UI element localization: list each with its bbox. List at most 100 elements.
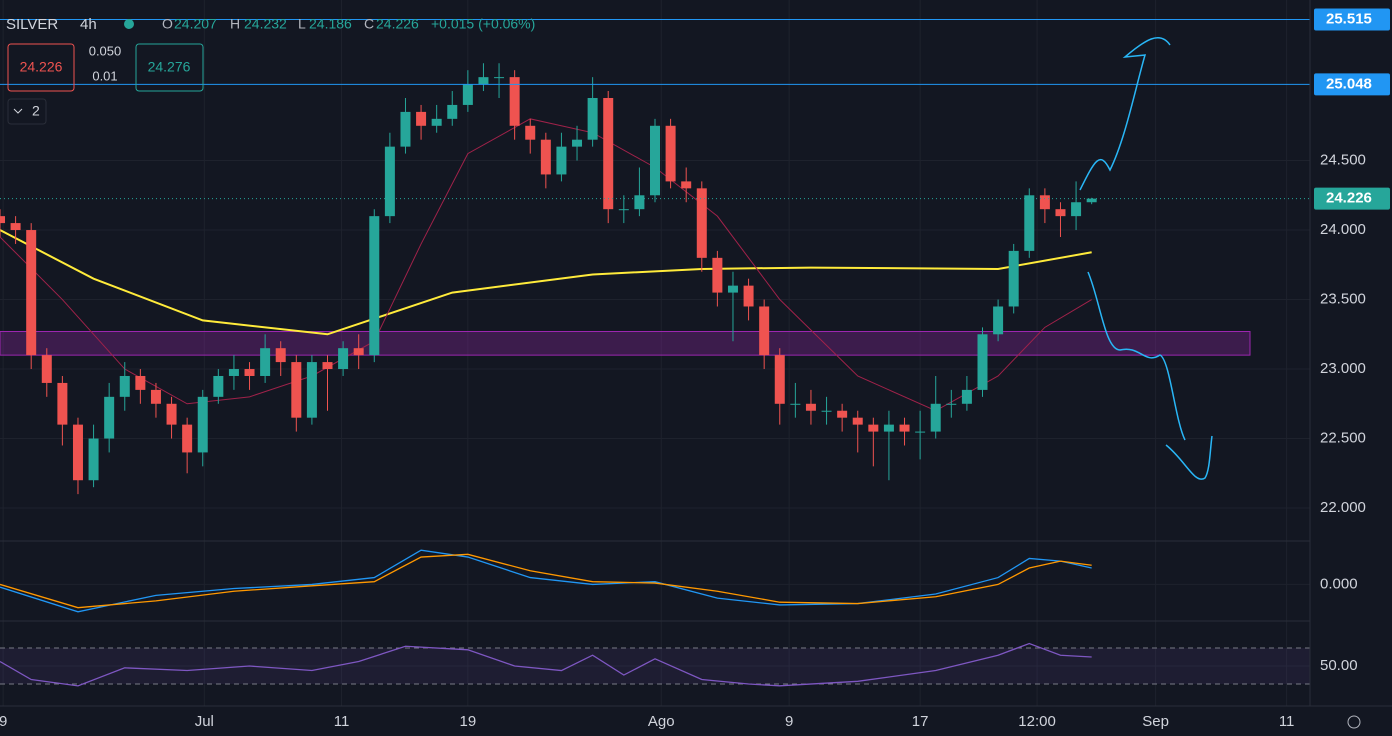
- candle-body: [712, 257, 723, 293]
- moving-average: [0, 229, 1092, 336]
- y-tick-label: 23.500: [1320, 291, 1366, 308]
- candle-body: [88, 438, 99, 481]
- candle-body: [977, 334, 988, 390]
- candle-body: [634, 195, 645, 210]
- sell-price[interactable]: 24.226: [20, 59, 63, 75]
- candle-body: [603, 97, 614, 210]
- candle-body: [790, 403, 801, 405]
- candle-body: [961, 389, 972, 404]
- candle-body: [556, 146, 567, 175]
- interval[interactable]: 4h: [80, 16, 97, 33]
- status-dot: [124, 19, 134, 29]
- candle-body: [915, 431, 926, 433]
- rsi-line: [0, 642, 1092, 687]
- x-tick-label: Jul: [195, 713, 214, 730]
- candle-body: [291, 362, 302, 418]
- h-label: H: [230, 16, 240, 32]
- candle-body: [618, 209, 629, 211]
- candle-body: [306, 362, 317, 418]
- candle-body: [431, 118, 442, 126]
- l-label: L: [298, 16, 306, 32]
- candle-body: [1055, 209, 1066, 217]
- price-tag: [1314, 187, 1390, 210]
- macd-line: [0, 549, 1092, 613]
- x-tick-label: 11: [334, 713, 350, 730]
- x-tick-label: 9: [0, 713, 7, 730]
- candle-body: [478, 77, 489, 85]
- last-price-label: 24.226: [1326, 190, 1372, 207]
- candle-body: [696, 188, 707, 258]
- candle-body: [899, 424, 910, 432]
- labels: 9 Jul 11 19 Ago 9 17 12:00 Sep 11 22.000 22.500 23.0…: [0, 8, 1390, 730]
- level-label: 25.048: [1326, 75, 1372, 92]
- drawing-up: [1079, 36, 1171, 191]
- candle-body: [946, 403, 957, 405]
- buy-button[interactable]: [135, 43, 204, 92]
- y-tick-label: 23.000: [1320, 360, 1366, 377]
- candle-body: [416, 111, 427, 126]
- candle-body: [275, 348, 286, 363]
- x-tick-label: 11: [1279, 713, 1295, 730]
- candle-body: [72, 424, 83, 481]
- x-tick-label: 17: [912, 713, 929, 730]
- sell-button[interactable]: [7, 43, 75, 92]
- settings-icon[interactable]: [1347, 715, 1361, 729]
- quantity[interactable]: 0.01: [92, 68, 117, 83]
- change: +0.015 (+0.06%): [431, 16, 535, 32]
- candle-body: [774, 355, 785, 404]
- candle-body: [0, 216, 5, 224]
- candle-body: [852, 417, 863, 425]
- macd-line: [0, 553, 1092, 609]
- candle-body: [821, 410, 832, 412]
- l-value: 24.186: [309, 16, 352, 32]
- y-tick-label: 22.000: [1320, 499, 1366, 516]
- y-tick-label: 24.500: [1320, 152, 1366, 169]
- symbol[interactable]: SILVER: [6, 16, 58, 33]
- candle-body: [681, 181, 692, 189]
- buy-price[interactable]: 24.276: [148, 59, 191, 75]
- indicators-toggle[interactable]: [7, 98, 47, 125]
- candle-body: [665, 125, 676, 182]
- candle-body: [1071, 202, 1082, 217]
- candle-body: [197, 396, 208, 453]
- candle-body: [260, 348, 271, 376]
- x-tick-label: 19: [460, 713, 477, 730]
- candle-body: [10, 223, 21, 231]
- level-tag: [1314, 73, 1390, 96]
- c-label: C: [364, 16, 374, 32]
- indicator-count[interactable]: 2: [32, 103, 40, 119]
- candle-body: [166, 403, 177, 425]
- plot: [0, 18, 1310, 687]
- candle-body: [868, 424, 879, 432]
- candle-body: [150, 389, 161, 404]
- candle-body: [1086, 198, 1097, 203]
- y-tick-label: 24.000: [1320, 221, 1366, 238]
- candle-body: [650, 125, 660, 196]
- candle-body: [119, 375, 130, 397]
- header: SILVER 4h O 24.207 H 24.232 L 24.186 C 2…: [6, 16, 535, 125]
- candle-body: [805, 403, 816, 411]
- candle-body: [135, 375, 146, 390]
- candle-body: [540, 139, 551, 175]
- spread: 0.050: [89, 43, 122, 58]
- candle-body: [462, 84, 473, 105]
- candle-body: [993, 306, 1004, 335]
- x-tick-label: 9: [785, 713, 793, 730]
- candle-body: [883, 424, 894, 432]
- x-tick-label: 12:00: [1018, 713, 1056, 730]
- level-label: 25.515: [1326, 10, 1372, 27]
- candle-body: [57, 382, 68, 425]
- candle-body: [182, 424, 193, 453]
- candle-body: [369, 216, 380, 356]
- level-tag: [1314, 8, 1390, 31]
- candle-body: [26, 230, 37, 356]
- candle-body: [525, 125, 536, 140]
- y-tick-label: 50.00: [1320, 657, 1358, 674]
- candle-body: [743, 285, 754, 307]
- zone: [0, 331, 1251, 356]
- candle-body: [353, 348, 364, 356]
- candle-body: [759, 306, 770, 356]
- y-tick-label: 22.500: [1320, 430, 1366, 447]
